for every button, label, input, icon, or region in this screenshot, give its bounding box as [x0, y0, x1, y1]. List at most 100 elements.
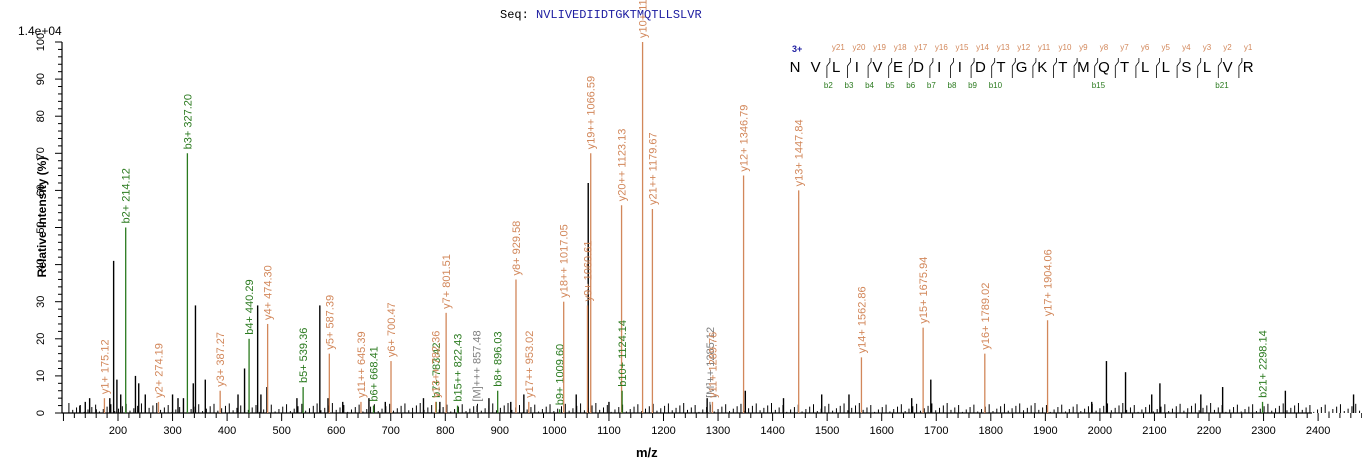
svg-text:1100: 1100 [597, 425, 621, 437]
peak-label: b2+ 214.12 [121, 168, 133, 223]
svg-text:y13: y13 [997, 43, 1010, 52]
svg-text:y19: y19 [873, 43, 886, 52]
svg-text:b3: b3 [845, 81, 854, 90]
peak-label: y1+ 175.12 [99, 339, 111, 394]
svg-text:y8: y8 [1100, 43, 1109, 52]
peak-label: b3+ 327.20 [182, 94, 194, 149]
svg-text:b2: b2 [824, 81, 833, 90]
svg-text:b9: b9 [968, 81, 977, 90]
svg-text:2400: 2400 [1306, 425, 1330, 437]
residue: V [1223, 59, 1233, 76]
svg-text:y6: y6 [1141, 43, 1150, 52]
peak-label: b10+ 1124.14 [617, 320, 629, 387]
svg-text:60: 60 [35, 184, 47, 196]
sequence-title: Seq: NVLIVEDIIDTGKTMQTLLSLVR [500, 8, 702, 22]
peak-label: y15+ 1675.94 [918, 257, 930, 324]
svg-text:600: 600 [327, 425, 345, 437]
peak-label: y9+ 1060.61 [582, 241, 594, 302]
svg-text:400: 400 [218, 425, 236, 437]
svg-text:2200: 2200 [1197, 425, 1221, 437]
peak-label: b8+ 896.03 [493, 331, 505, 386]
svg-text:800: 800 [436, 425, 454, 437]
svg-text:1300: 1300 [706, 425, 730, 437]
svg-text:700: 700 [382, 425, 400, 437]
residue: L [1141, 59, 1149, 76]
peak-label: y7+ 801.51 [441, 254, 453, 309]
peak-label: b9+ 1009.60 [555, 344, 567, 405]
peak-label: [M]++ 1285.12 [705, 327, 717, 398]
svg-text:300: 300 [163, 425, 181, 437]
svg-text:100: 100 [35, 33, 47, 51]
peak-label: y13+ 1447.84 [794, 119, 806, 186]
peak-label: b6+ 668.41 [369, 346, 381, 401]
residue: D [975, 59, 986, 76]
residue: Q [1098, 59, 1110, 76]
svg-text:b4: b4 [865, 81, 874, 90]
svg-text:2300: 2300 [1251, 425, 1275, 437]
residue: S [1181, 59, 1191, 76]
peak-label: b4+ 440.29 [244, 279, 256, 334]
residue: N [790, 59, 801, 76]
svg-text:y10: y10 [1059, 43, 1072, 52]
svg-text:y18: y18 [894, 43, 907, 52]
svg-text:0: 0 [35, 410, 47, 416]
peak-label: y19++ 1066.59 [586, 76, 598, 149]
svg-text:500: 500 [272, 425, 290, 437]
svg-text:40: 40 [35, 258, 47, 270]
svg-text:y12: y12 [1017, 43, 1030, 52]
peak-label: y4+ 474.30 [263, 265, 275, 320]
residue: L [1162, 59, 1170, 76]
residue: K [1037, 59, 1047, 76]
svg-text:2100: 2100 [1142, 425, 1166, 437]
svg-text:y5: y5 [1162, 43, 1171, 52]
svg-text:70: 70 [35, 147, 47, 159]
svg-text:y20: y20 [853, 43, 866, 52]
peak-label: y5+ 587.39 [324, 295, 336, 350]
residue: T [1058, 59, 1067, 76]
svg-text:1600: 1600 [869, 425, 893, 437]
peak-label: y8+ 929.58 [511, 221, 523, 276]
axes: 0 10 20 30 40 50 60 70 80 90 100 200 300 400 500 600 700… [35, 33, 1362, 437]
peak-label: y10+ 1161.65 [638, 0, 650, 38]
peak-label: y21++ 1179.67 [647, 132, 659, 205]
residue: V [872, 59, 882, 76]
peak-label: y18++ 1017.05 [559, 224, 571, 297]
residue: L [1203, 59, 1211, 76]
svg-text:y4: y4 [1182, 43, 1191, 52]
svg-text:y15: y15 [956, 43, 969, 52]
svg-text:900: 900 [491, 425, 509, 437]
svg-text:1200: 1200 [651, 425, 675, 437]
svg-text:10: 10 [35, 370, 47, 382]
residue: R [1243, 59, 1254, 76]
svg-text:200: 200 [109, 425, 127, 437]
sequence-label: Seq: [500, 8, 529, 22]
peak-label: y3+ 387.27 [215, 332, 227, 387]
peak-label: b21+ 2298.14 [1258, 330, 1270, 398]
residue: T [1120, 59, 1129, 76]
residue: L [832, 59, 840, 76]
svg-text:1900: 1900 [1033, 425, 1057, 437]
svg-text:y1: y1 [1244, 43, 1253, 52]
sequence-value: NVLIVEDIIDTGKTMQTLLSLVR [536, 8, 702, 22]
svg-text:1700: 1700 [924, 425, 948, 437]
residue: I [855, 59, 859, 76]
residue: M [1077, 59, 1090, 76]
svg-text:y7: y7 [1120, 43, 1129, 52]
svg-text:y14: y14 [976, 43, 989, 52]
svg-text:b5: b5 [886, 81, 895, 90]
residue: T [996, 59, 1005, 76]
residue: D [913, 59, 924, 76]
residue: G [1016, 59, 1028, 76]
svg-text:1500: 1500 [815, 425, 839, 437]
svg-text:b7: b7 [927, 81, 936, 90]
svg-text:3+: 3+ [792, 44, 802, 54]
svg-text:b6: b6 [906, 81, 915, 90]
peak-label: y20++ 1123.13 [617, 129, 629, 202]
residue: I [958, 59, 962, 76]
peak-label: b15++ 822.43 [453, 334, 465, 402]
svg-text:80: 80 [35, 110, 47, 122]
svg-text:y16: y16 [935, 43, 948, 52]
annotated-peaks: y1+ 175.12 b2+ 214.12 y2+ 274.19 b3+ 327.20… [99, 0, 1270, 413]
